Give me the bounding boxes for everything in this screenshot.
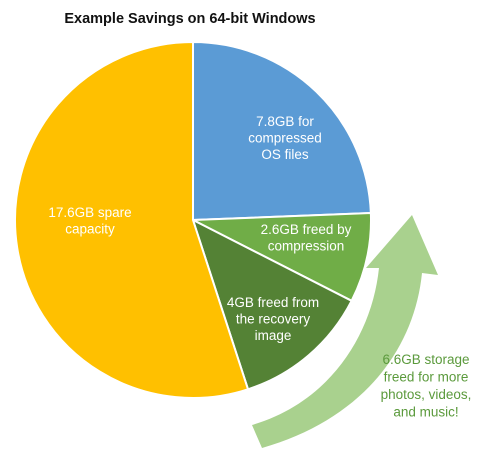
chart-title: Example Savings on 64-bit Windows [64, 11, 315, 27]
slice-label-2: 2.6GB freed by compression [261, 222, 352, 254]
pie-slices [14, 40, 372, 399]
slice-label-4: 17.6GB spare capacity [48, 205, 131, 237]
slice-labels: 7.8GB for compressed OS files 2.6GB freed b… [48, 114, 471, 420]
callout-label: 6.6GB storage freed for more photos, video… [381, 352, 472, 420]
callout-arrow-group [252, 215, 438, 448]
curved-arrow-icon [252, 215, 438, 448]
slice-label-1: 7.8GB for compressed OS files [248, 114, 322, 162]
pie-slice-1 [192, 40, 372, 222]
pie-slice-2 [189, 211, 372, 303]
slice-label-3: 4GB freed from the recovery image [227, 295, 319, 343]
pie-slice-3 [191, 218, 353, 391]
pie-slice-4 [14, 40, 250, 399]
